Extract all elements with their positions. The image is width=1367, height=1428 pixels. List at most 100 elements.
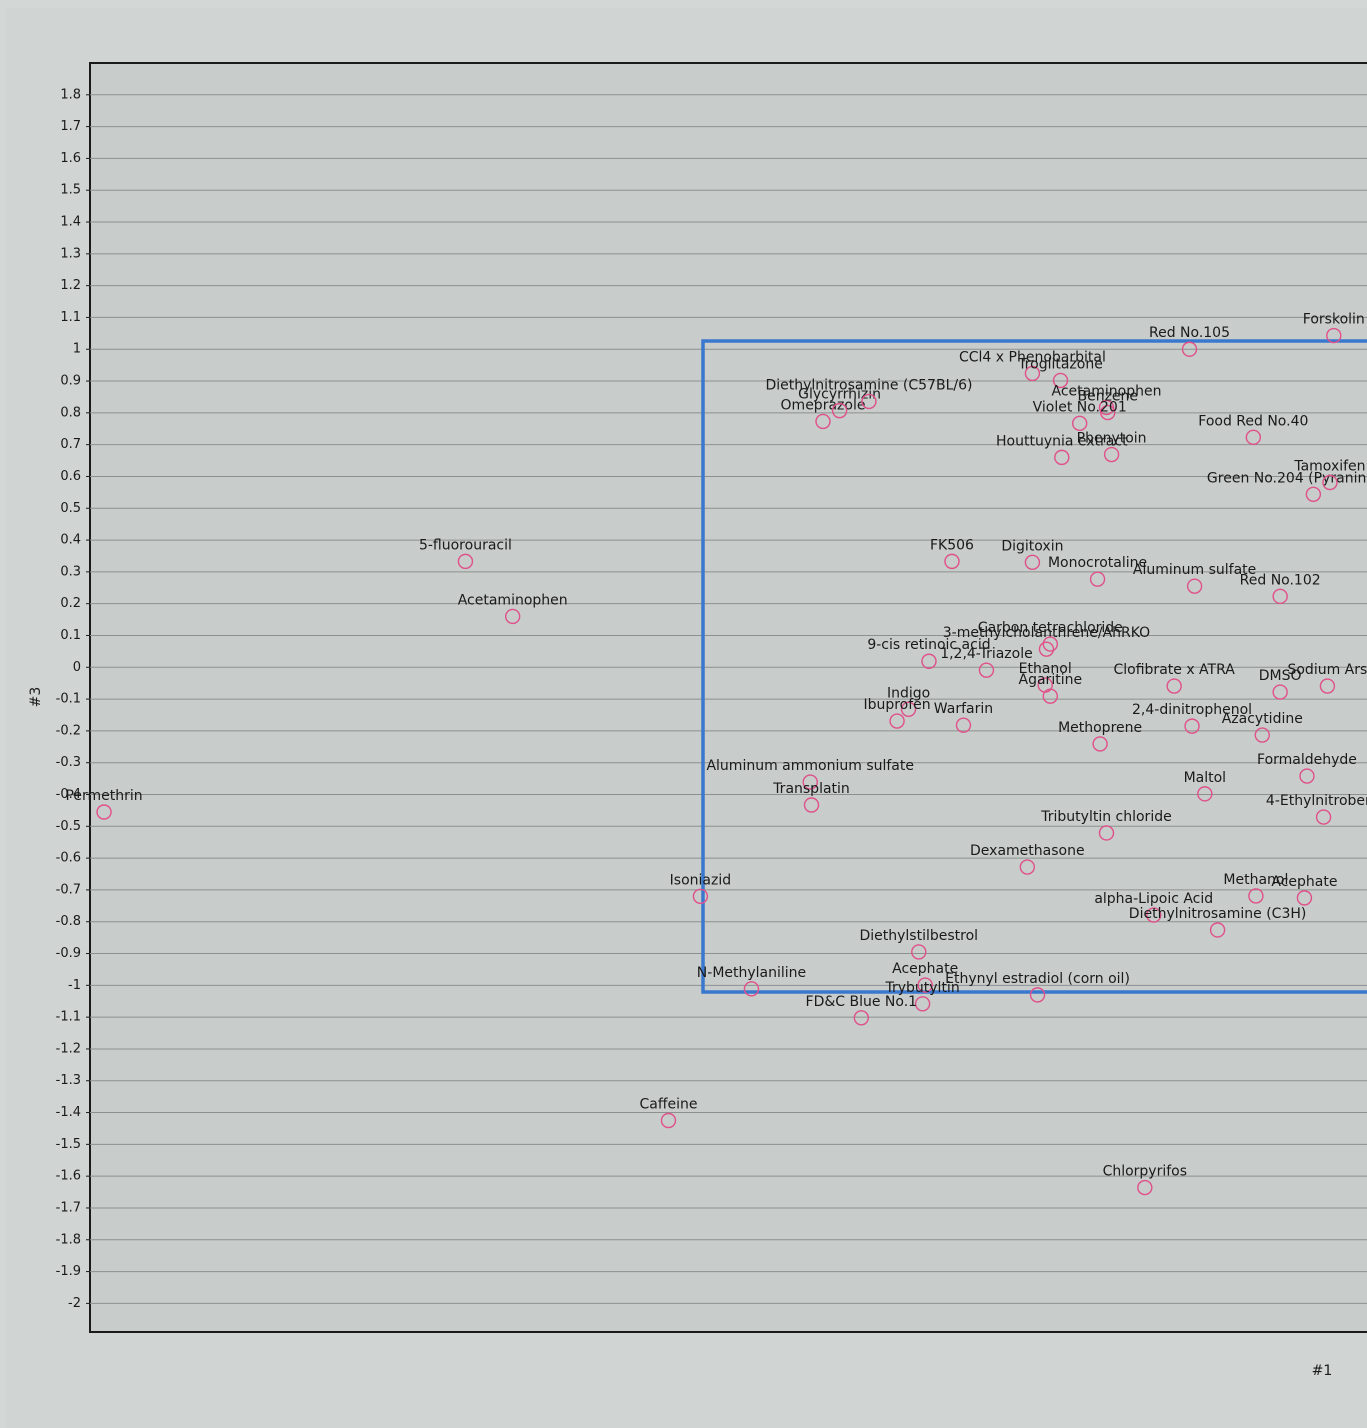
y-tick-label: -1 [68,978,81,993]
point-label: Acetaminophen [1052,383,1162,399]
point [1326,327,1342,344]
point [911,944,927,960]
point-label: Green No.204 (Pyranine Conc) [1207,470,1367,486]
y-tick-label: 0.6 [60,469,81,484]
point-label: Diethylnitrosamine (C57BL/6) [765,377,972,393]
point-label: Methanol [1223,872,1288,888]
y-tick-label: 1.1 [60,310,81,325]
point-label: Troglitazone [1017,356,1103,372]
point-label: FK506 [930,537,974,553]
point-label: Diethylstilbestrol [859,928,978,944]
point-label: Red No.105 [1149,325,1230,341]
point [96,804,112,820]
point-label: Omeprazole [781,397,866,413]
point [1248,888,1264,904]
point [815,413,831,430]
y-tick-label: -0.6 [56,851,81,866]
point [1209,922,1226,938]
point-label: Glycyrrhizin [798,387,881,403]
point [914,996,931,1012]
point-label: Indigo [887,685,930,701]
point-label: Warfarin [934,701,993,717]
point [1042,688,1059,704]
point [1272,588,1288,605]
y-tick-label: -0.8 [56,914,81,929]
point-label: Ethynyl estradiol (corn oil) [945,971,1130,987]
point [900,701,917,717]
point-label: Agaritine [1019,672,1083,688]
point [1166,678,1182,694]
point [1254,727,1270,743]
point-label: Digitoxin [1001,538,1063,554]
point [1322,474,1338,491]
point [1019,859,1036,875]
point [978,662,995,678]
point [1315,809,1332,825]
point-label: Diethylnitrosamine (C3H) [1129,906,1307,922]
point-label: Carbon tetrachloride [978,620,1123,636]
point-label: 4-Ethylnitrobenz [1266,793,1367,809]
point-label: Maltol [1184,770,1227,786]
point-label: Acephate [1271,874,1337,890]
point-label: Sodium Ars [1287,662,1367,678]
point [743,981,760,997]
y-tick-label: -1.1 [56,1010,81,1025]
point [1296,890,1313,906]
marks: Permethrin 5-fluorouracil Acetaminophen Iso… [65,312,1367,1196]
y-tick-label: 1.8 [60,87,81,102]
y-tick-label: 1.6 [60,151,81,166]
point-label: Isoniazid [670,872,731,888]
point-label: Aluminum sulfate [1133,562,1256,578]
point-label: CCl4 x Phenobarbital [959,349,1106,365]
point [1137,1179,1153,1196]
point [831,402,848,419]
point [853,1010,870,1026]
y-tick-label: 1.2 [60,278,81,293]
point [861,393,877,410]
y-tick-label: -1.8 [56,1232,81,1247]
y-tick-label: 1.5 [60,183,81,198]
point-label: Tributyltin chloride [1040,809,1171,825]
point-label: Violet No.201 [1033,399,1127,415]
point [1029,987,1046,1003]
y-tick-label: -0.3 [56,755,81,770]
y-axis-label: #3 [28,687,44,708]
y-tick-label: -1.7 [56,1200,81,1215]
point-label: Phenytoin [1077,431,1147,447]
point-label: Aluminum ammonium sulfate [706,758,914,774]
y-tick-label: -1.3 [56,1073,81,1088]
plot-area [89,62,1367,1333]
point-label: FD&C Blue No.1 [806,994,918,1010]
y-tick-label: 0.8 [60,405,81,420]
point [1319,678,1336,694]
y-tick-label: 0.7 [60,437,81,452]
point-label: N-Methylaniline [697,965,806,981]
point-label: alpha-Lipoic Acid [1094,891,1213,907]
point [1038,641,1055,657]
point-label: Benzene [1077,389,1138,405]
point-label: Formaldehyde [1257,752,1357,768]
y-tick-label: -2 [68,1296,81,1311]
point [944,553,960,570]
y-tick-label: -1.4 [56,1105,81,1120]
point-label: Azacytidine [1222,711,1303,727]
point [802,774,818,790]
y-tick-label: 0.1 [60,628,81,643]
point-label: Acephate [892,961,958,977]
grid: 1.8 1.7 1.6 1.5 1.4 1.3 1.2 1.1 1 0.9 0.8 0.7 0.6 0.5… [56,87,1367,1311]
y-tick-label: -1.5 [56,1137,81,1152]
point [1052,372,1069,389]
point [1092,736,1108,752]
point-label: Food Red No.40 [1198,413,1308,429]
point [921,653,937,669]
point [1042,636,1059,652]
point-label: 1,2,4-Triazole [940,646,1033,662]
y-tick-label: -0.7 [56,882,81,897]
point [1146,907,1162,923]
point-label: Red No.102 [1240,572,1321,588]
point-label: Trybutyltin [884,980,959,996]
selection-box [701,339,1367,994]
y-tick-label: 1.7 [60,119,81,134]
point-label: Acetaminophen [458,592,568,608]
